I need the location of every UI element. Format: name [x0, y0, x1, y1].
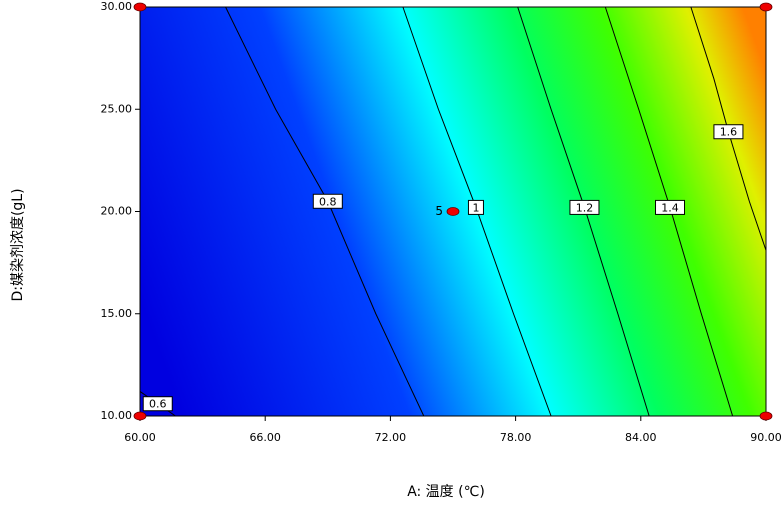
design-point: [759, 2, 773, 12]
y-tick-label: 15.00: [101, 307, 133, 320]
contour-label: 1: [472, 201, 479, 214]
contour-label-box: [312, 193, 343, 209]
x-tick-label: 72.00: [375, 431, 407, 444]
y-tick-label: 10.00: [101, 409, 133, 422]
contour-label-box: [655, 199, 686, 215]
contour-label: 1.4: [661, 201, 679, 214]
y-axis-label: D:媒染剂浓度(gL): [10, 188, 26, 301]
contour-label: 1.2: [576, 201, 594, 214]
contour-label-box: [467, 199, 484, 215]
x-tick-label: 66.00: [249, 431, 281, 444]
contour-label-box: [569, 199, 600, 215]
contour-label-box: [142, 396, 173, 412]
y-tick-label: 30.00: [101, 0, 133, 13]
contour-label: 0.8: [319, 195, 337, 208]
design-point: [446, 207, 460, 216]
x-tick-label: 60.00: [124, 431, 156, 444]
x-tick-label: 78.00: [500, 431, 532, 444]
x-tick-label: 90.00: [750, 431, 782, 444]
y-tick-label: 20.00: [101, 205, 133, 218]
y-tick-label: 25.00: [101, 102, 133, 115]
center-point-count: 5: [435, 204, 443, 218]
design-point: [133, 2, 147, 12]
x-axis-label: A: 温度 (℃): [407, 484, 485, 500]
contour-label-box: [713, 124, 744, 140]
contour-label: 1.6: [720, 126, 738, 139]
design-point: [133, 411, 147, 421]
design-point: [759, 411, 773, 421]
x-tick-label: 84.00: [625, 431, 657, 444]
contour-label: 0.6: [149, 398, 167, 411]
